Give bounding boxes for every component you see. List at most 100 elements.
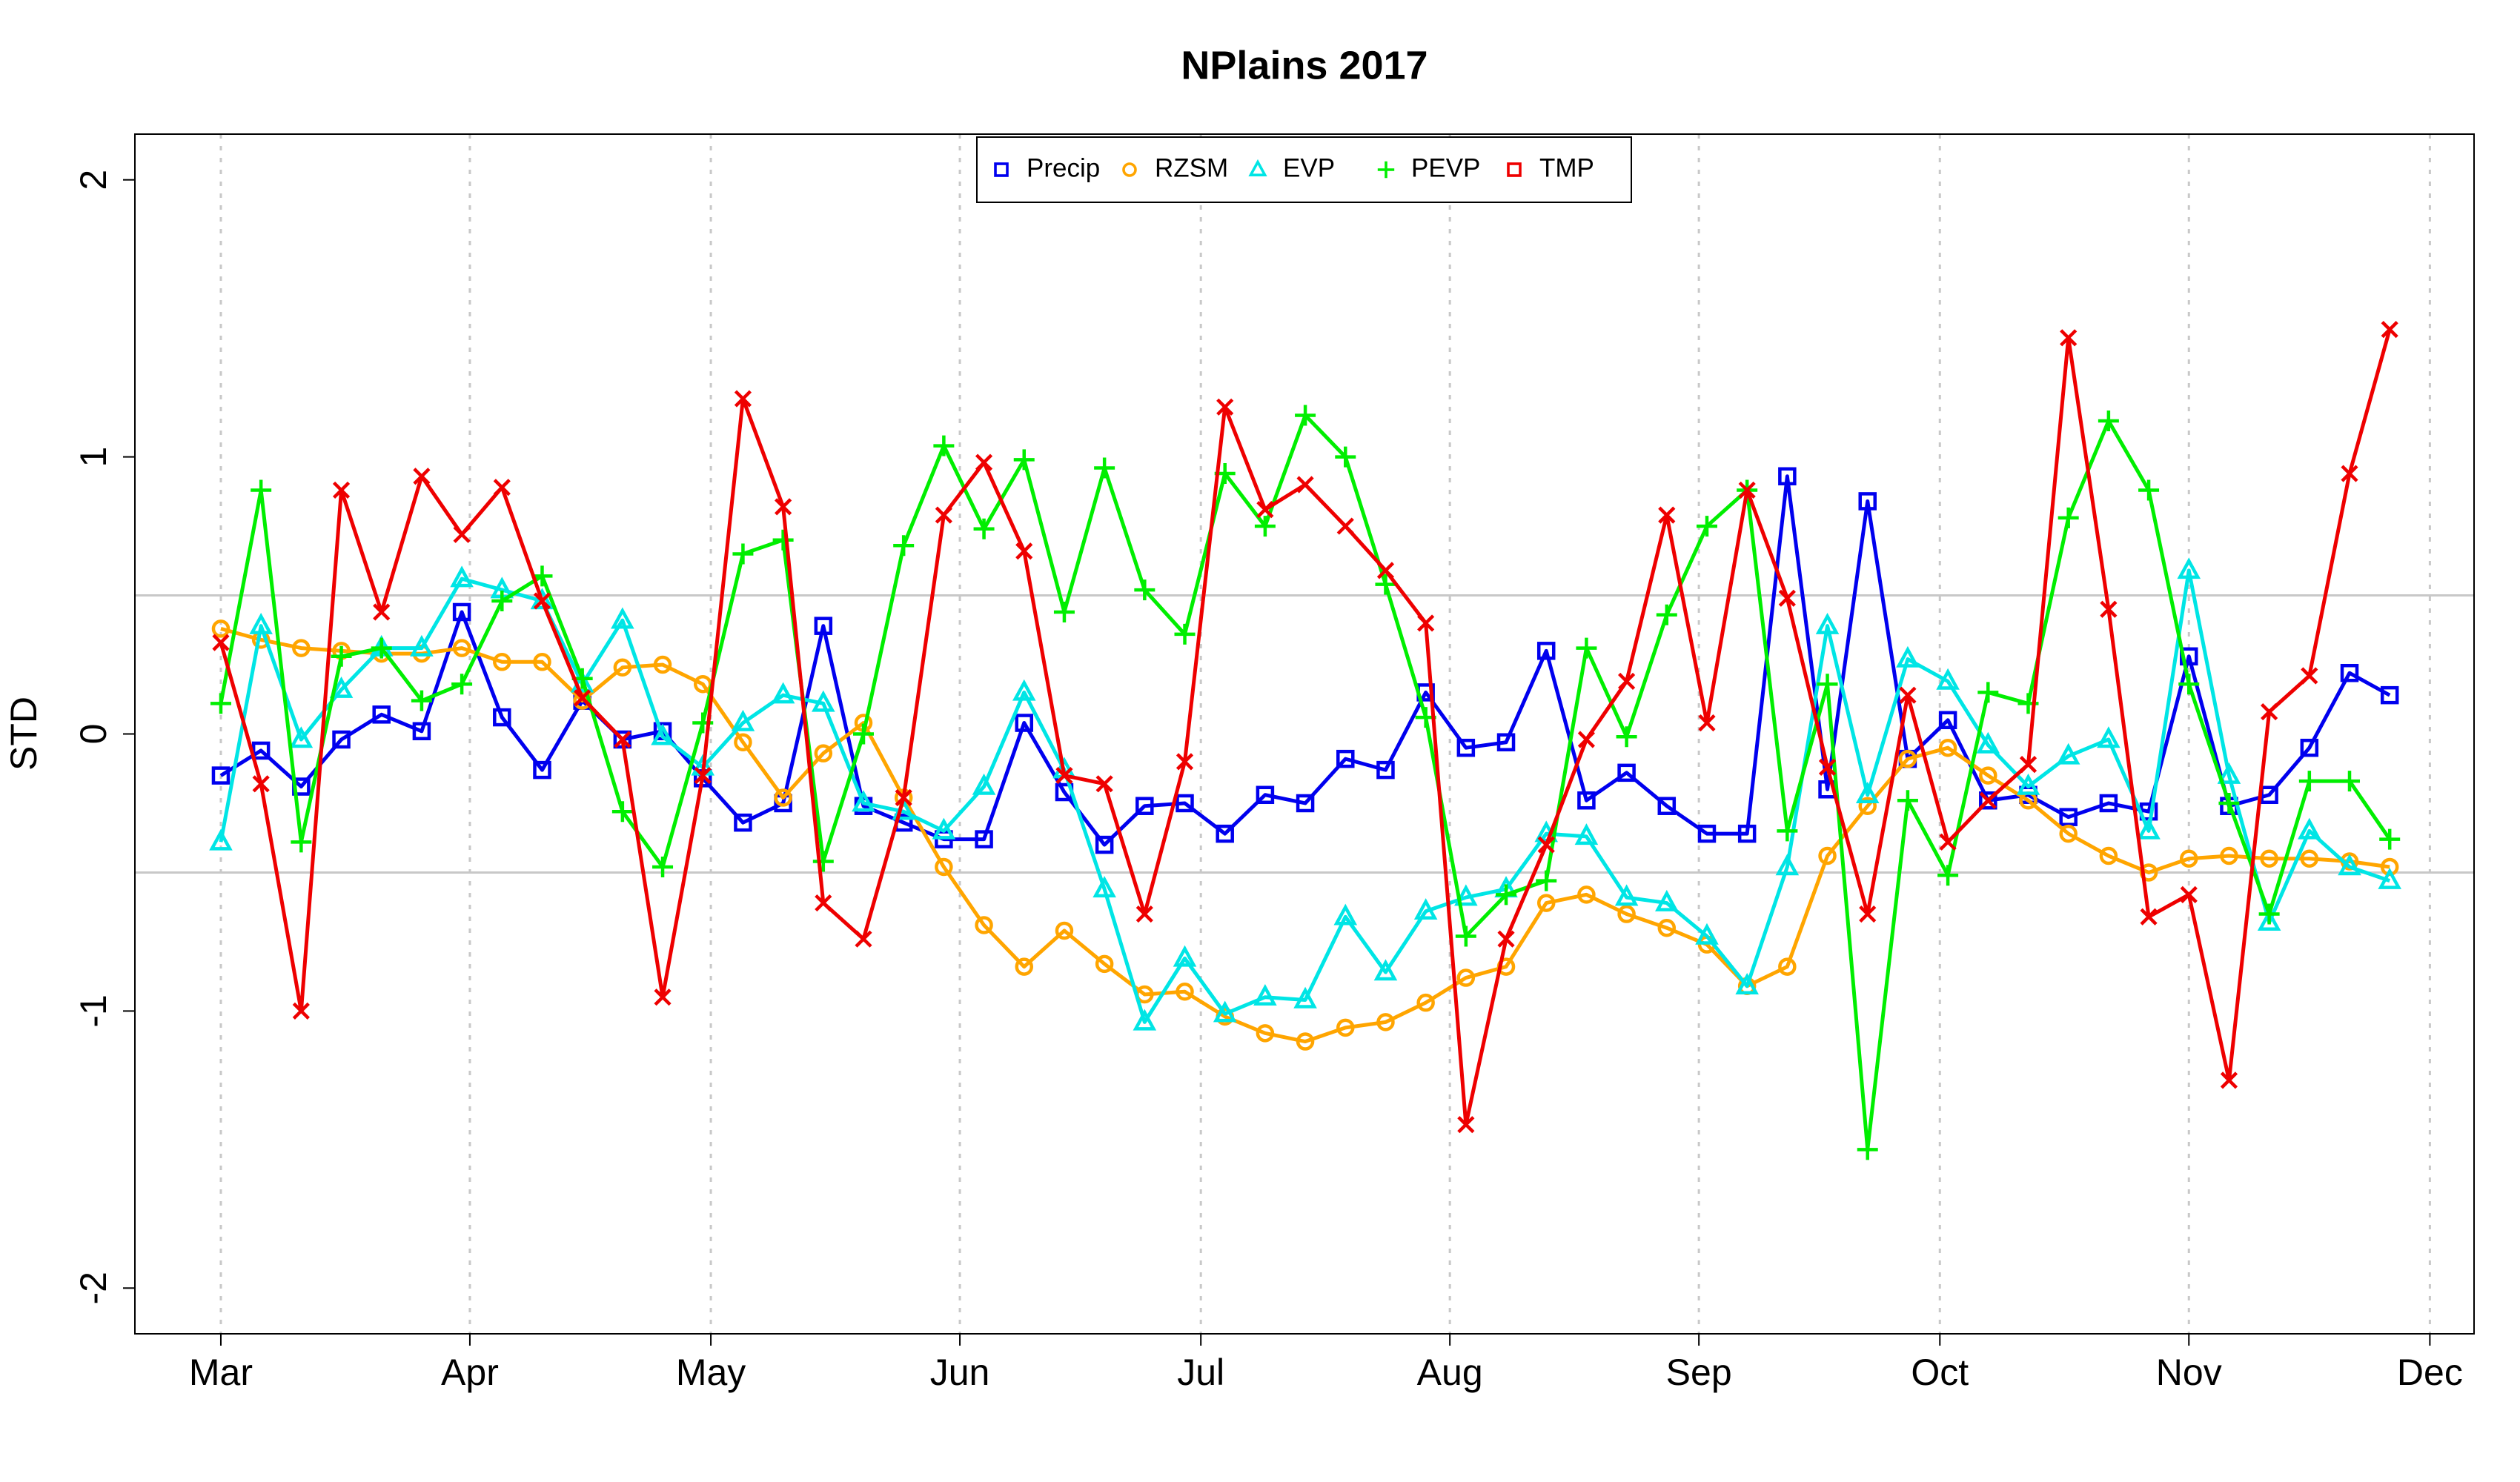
marker [1735, 973, 1759, 994]
marker [2301, 667, 2318, 685]
marker [1454, 884, 1478, 906]
marker [1092, 876, 1116, 898]
marker [2218, 792, 2240, 814]
marker [852, 790, 875, 812]
marker [1777, 820, 1798, 842]
marker [2059, 808, 2078, 826]
marker [734, 390, 752, 408]
marker [1815, 612, 1840, 634]
marker [1577, 731, 1596, 748]
marker [332, 730, 351, 749]
marker [2380, 685, 2399, 705]
series-line [220, 627, 2390, 1044]
marker [2056, 742, 2080, 765]
marker [734, 733, 752, 751]
marker [251, 479, 272, 501]
marker [209, 828, 233, 851]
marker [1778, 467, 1797, 486]
marker [2261, 702, 2278, 721]
marker [1176, 794, 1194, 813]
legend-label: RZSM [1155, 153, 1228, 182]
marker [1618, 672, 1636, 691]
marker [814, 617, 833, 635]
y-tick-label: -2 [73, 1272, 114, 1304]
marker [1296, 1032, 1315, 1051]
marker [611, 801, 633, 823]
marker [1818, 846, 1837, 865]
marker [1537, 836, 1555, 854]
marker [1055, 766, 1073, 785]
marker [1696, 516, 1717, 537]
marker [1698, 714, 1716, 732]
marker [252, 775, 270, 793]
marker [1695, 923, 1719, 945]
marker [1296, 476, 1314, 494]
marker [2016, 773, 2040, 795]
marker [2258, 903, 2280, 925]
x-tick-label: Nov [2156, 1352, 2222, 1393]
marker [292, 1002, 310, 1020]
marker [2298, 817, 2321, 840]
marker [2058, 507, 2079, 528]
marker [975, 453, 993, 471]
marker [1778, 589, 1796, 607]
marker [2097, 726, 2121, 748]
marker [1293, 986, 1317, 1009]
legend-marker [1122, 162, 1137, 177]
marker [291, 831, 312, 853]
marker [2341, 465, 2358, 482]
marker [1818, 758, 1837, 776]
marker [895, 788, 912, 807]
marker [1496, 884, 1517, 906]
marker [1617, 763, 1636, 782]
marker [1336, 1018, 1355, 1037]
marker [651, 723, 674, 745]
marker [1899, 686, 1917, 704]
marker [815, 894, 832, 912]
marker [452, 639, 471, 657]
marker [1737, 824, 1757, 843]
marker [654, 988, 672, 1006]
marker [533, 592, 551, 610]
x-tick-label: Jun [930, 1352, 990, 1393]
marker [1817, 674, 1838, 695]
marker [2217, 762, 2241, 784]
marker [1213, 1000, 1237, 1023]
marker [413, 468, 431, 485]
marker [1253, 984, 1277, 1006]
marker [1855, 782, 1880, 804]
x-tick-label: Jul [1177, 1352, 1224, 1393]
marker [1858, 492, 1877, 511]
marker [1055, 921, 1074, 940]
marker [1174, 623, 1196, 645]
marker [453, 525, 471, 543]
marker [1295, 405, 1316, 426]
marker [933, 435, 955, 456]
marker [329, 676, 354, 698]
marker [1094, 457, 1115, 479]
marker [932, 817, 956, 840]
legend-marker [1248, 159, 1267, 177]
marker [1938, 711, 1957, 730]
legend-label: Precip [1027, 153, 1100, 182]
marker [1939, 833, 1957, 851]
x-tick-label: Oct [1911, 1352, 1969, 1393]
marker [1053, 601, 1075, 622]
marker [249, 612, 273, 634]
marker [1417, 614, 1435, 632]
marker [1657, 797, 1677, 815]
marker [1738, 481, 1756, 499]
marker [1256, 501, 1274, 519]
marker [2379, 828, 2401, 850]
marker [2060, 329, 2078, 347]
x-tick-label: Aug [1417, 1352, 1483, 1393]
marker [1296, 794, 1315, 813]
marker [1176, 982, 1194, 1001]
marker [1617, 905, 1636, 923]
marker [1376, 760, 1395, 780]
marker [2220, 1071, 2238, 1089]
marker [2298, 771, 2320, 792]
marker [1095, 835, 1114, 854]
marker [371, 637, 392, 659]
